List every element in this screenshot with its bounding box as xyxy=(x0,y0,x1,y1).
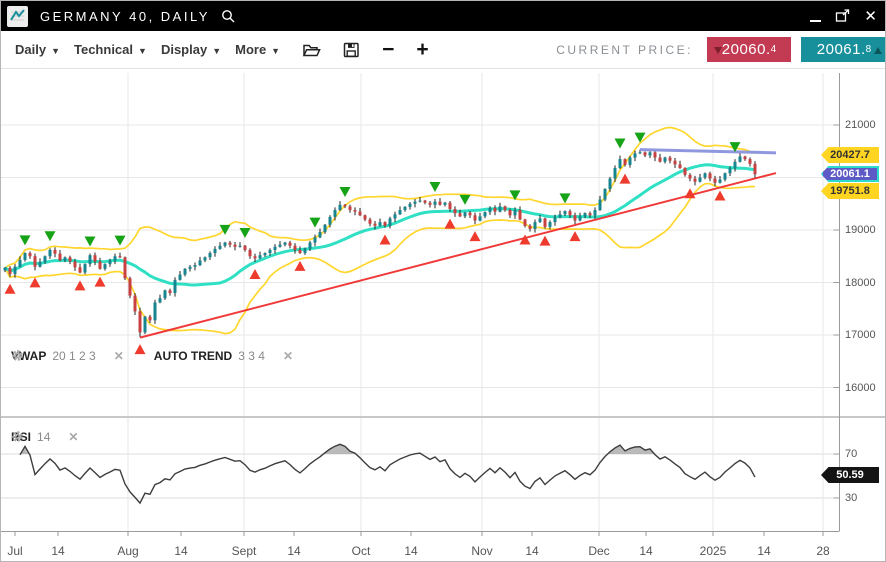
x-axis-label: Dec xyxy=(588,544,610,558)
display-menu-label: Display xyxy=(160,42,208,57)
timeframe-menu[interactable]: Daily ▼ xyxy=(15,42,60,57)
save-icon[interactable] xyxy=(343,42,360,58)
rsi-indicator-params: 14 xyxy=(37,430,51,444)
zoom-out-button[interactable]: − xyxy=(382,37,395,61)
y-axis-label: 19000 xyxy=(845,224,876,236)
popout-window-button[interactable] xyxy=(835,7,850,25)
x-axis-label: 28 xyxy=(816,544,830,558)
price-tag-band-upper: 20427.7 xyxy=(821,147,879,163)
x-axis-label: 14 xyxy=(404,544,418,558)
x-axis-label: 14 xyxy=(287,544,301,558)
close-button[interactable]: ✕ xyxy=(864,7,877,25)
x-axis-label: Aug xyxy=(117,544,139,558)
x-axis-label: Jul xyxy=(7,544,23,558)
technical-menu-label: Technical xyxy=(74,42,134,57)
minimize-button[interactable] xyxy=(810,7,822,25)
more-menu[interactable]: More ▼ xyxy=(235,42,280,57)
ask-price-button[interactable]: 20061. 8 xyxy=(801,37,885,62)
x-axis-label: Sept xyxy=(231,544,257,558)
current-price-label: CURRENT PRICE: xyxy=(556,42,693,57)
price-down-arrow-icon xyxy=(714,41,722,59)
y-axis-label: 16000 xyxy=(845,382,876,394)
rsi-value-tag: 50.59 xyxy=(821,467,879,483)
x-axis-label: 14 xyxy=(639,544,653,558)
app-logo-icon xyxy=(7,5,28,27)
ask-price-decimal: 8 xyxy=(865,44,872,55)
x-axis-label: 14 xyxy=(174,544,188,558)
window-controls: ✕ xyxy=(810,7,877,25)
zoom-in-button[interactable]: + xyxy=(416,37,429,61)
x-axis-label: 2025 xyxy=(699,544,727,558)
vwap-indicator-params: 20 1 2 3 xyxy=(52,349,96,363)
chevron-down-icon: ▼ xyxy=(212,45,222,56)
rsi-remove-icon[interactable]: ✕ xyxy=(68,430,79,444)
chart-title: GERMANY 40, DAILY xyxy=(40,8,210,24)
bid-price-button[interactable]: 20060. 4 xyxy=(707,37,791,62)
x-axis-label: 14 xyxy=(525,544,539,558)
chevron-down-icon: ▼ xyxy=(51,45,60,56)
timeframe-menu-label: Daily xyxy=(15,42,47,57)
chart-region: VWAP 20 1 2 3 ✕ AUTO TREND 3 3 4 ✕ RSI 1… xyxy=(1,69,886,562)
x-axis-label: Nov xyxy=(471,544,493,558)
technical-menu[interactable]: Technical ▼ xyxy=(74,42,147,57)
x-axis-label: 14 xyxy=(757,544,771,558)
y-axis-label: 18000 xyxy=(845,277,876,289)
title-bar: GERMANY 40, DAILY ✕ xyxy=(1,1,885,31)
rsi-label-row: RSI 14 ✕ xyxy=(11,430,78,444)
price-up-arrow-icon xyxy=(874,41,882,59)
y-axis-label: 17000 xyxy=(845,329,876,341)
price-chart-canvas[interactable] xyxy=(1,69,886,562)
display-menu[interactable]: Display ▼ xyxy=(161,42,221,57)
open-folder-icon[interactable] xyxy=(302,42,321,58)
bid-price-value: 20060 xyxy=(721,41,766,58)
rsi-level-label: 70 xyxy=(845,448,858,460)
price-tag-current-price: 20061.1 xyxy=(821,166,879,182)
auto-trend-indicator-name: AUTO TREND xyxy=(153,349,233,363)
x-axis-label: 14 xyxy=(51,544,65,558)
y-axis-label: 21000 xyxy=(845,119,876,131)
auto-trend-remove-icon[interactable]: ✕ xyxy=(282,349,293,363)
x-axis-label: Oct xyxy=(351,544,371,558)
price-tag-band-lower: 19751.8 xyxy=(821,183,879,199)
chevron-down-icon: ▼ xyxy=(138,45,147,56)
rsi-level-label: 30 xyxy=(845,492,858,504)
chart-toolbar: Daily ▼ Technical ▼ Display ▼ More ▼ − +… xyxy=(1,31,885,69)
auto-trend-indicator-params: 3 3 4 xyxy=(238,349,265,363)
vwap-remove-icon[interactable]: ✕ xyxy=(113,349,124,363)
chevron-down-icon: ▼ xyxy=(271,45,281,56)
search-icon[interactable] xyxy=(220,8,236,24)
indicator-labels-row: VWAP 20 1 2 3 ✕ AUTO TREND 3 3 4 ✕ xyxy=(11,349,293,363)
bid-price-decimal: 4 xyxy=(770,44,777,55)
more-menu-label: More xyxy=(235,42,267,57)
ask-price-value: 20061 xyxy=(816,41,861,58)
